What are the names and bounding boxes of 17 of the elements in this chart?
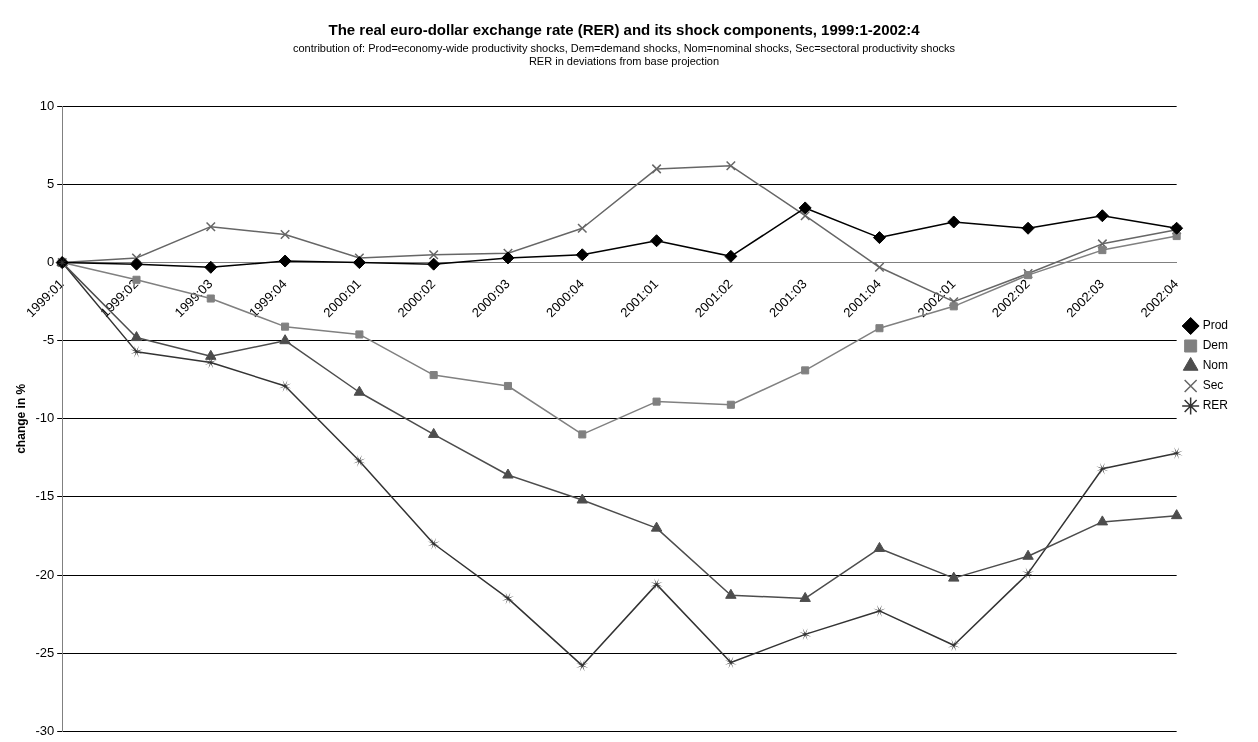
y-tick-label: -15 — [35, 488, 55, 504]
chart-subtitle: contribution of: Prod=economy-wide productivity shocks, Dem=demand shocks, Nom=nominal shocks, Sec=sectoral productivity shocks RER in deviations from base projection — [292, 41, 956, 67]
y-tick-label: 0 — [46, 254, 55, 270]
y-tick-label: -10 — [35, 410, 55, 426]
legend-label: Dem — [1202, 338, 1228, 353]
y-tick-label: -30 — [35, 722, 55, 738]
y-tick-label: 10 — [39, 97, 55, 113]
y-axis-title: change in % — [13, 383, 28, 454]
y-tick-label: -25 — [35, 644, 55, 660]
legend-label: Nom — [1202, 358, 1228, 373]
y-tick-label: -5 — [42, 332, 55, 348]
y-tick-label: -20 — [35, 566, 55, 582]
legend-label: Sec — [1202, 378, 1224, 393]
chart-title: The real euro-dollar exchange rate (RER) and its shock components, 1999:1-2002:4 — [328, 21, 921, 39]
legend-label: Prod — [1202, 318, 1229, 333]
legend-label: RER — [1202, 398, 1229, 413]
y-tick-label: 5 — [46, 176, 55, 192]
